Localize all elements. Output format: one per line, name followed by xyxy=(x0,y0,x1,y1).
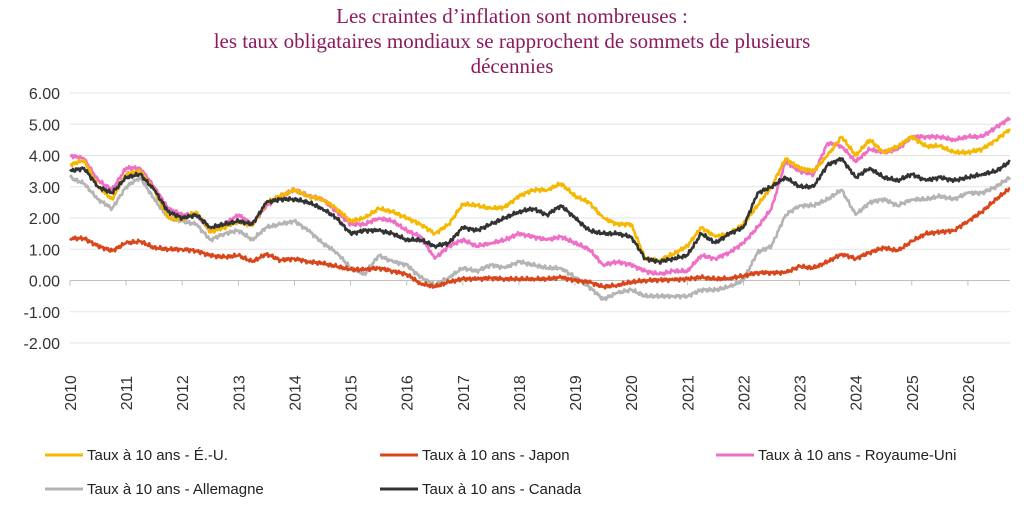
x-tick-label: 2018 xyxy=(512,375,529,411)
x-tick-label: 2016 xyxy=(400,375,417,411)
x-tick-label: 2012 xyxy=(175,375,192,411)
chart-title-line-3: décennies xyxy=(470,54,554,78)
y-tick-label: 0.00 xyxy=(29,274,60,291)
x-tick-label: 2020 xyxy=(624,375,641,411)
y-tick-label: 6.00 xyxy=(29,86,60,103)
x-tick-label: 2021 xyxy=(680,375,697,411)
y-tick-label: 1.00 xyxy=(29,242,60,259)
x-tick-label: 2025 xyxy=(905,375,922,411)
legend-label-4: Taux à 10 ans - Canada xyxy=(422,481,582,498)
x-axis-tick-labels: 2010 2011 2012 2013 2014 2015 2016 2017 2018 2019… xyxy=(63,280,978,411)
series-line-3 xyxy=(68,174,1012,302)
x-tick-label: 2022 xyxy=(736,375,753,411)
y-axis-tick-labels: 6.00 5.00 4.00 3.00 2.00 1.00 0.00 -1.00 -2.00 xyxy=(24,86,61,353)
x-tick-label: 2010 xyxy=(63,375,80,411)
x-tick-label: 2026 xyxy=(961,375,978,411)
chart-title-line-1: Les craintes d’inflation sont nombreuses… xyxy=(336,4,688,28)
series-lines xyxy=(68,116,1012,302)
y-tick-label: 3.00 xyxy=(29,180,60,197)
x-tick-label: 2014 xyxy=(287,375,304,411)
x-tick-label: 2015 xyxy=(344,375,361,411)
legend: Taux à 10 ans - É.-U. Taux à 10 ans - Jap… xyxy=(45,447,956,498)
x-tick-label: 2011 xyxy=(119,376,136,411)
x-tick-label: 2013 xyxy=(231,375,248,411)
legend-label-3: Taux à 10 ans - Allemagne xyxy=(87,481,264,498)
x-tick-label: 2019 xyxy=(568,375,585,411)
y-tick-label: -2.00 xyxy=(24,336,61,353)
y-tick-label: 2.00 xyxy=(29,211,60,228)
chart-title-line-2: les taux obligataires mondiaux se rappro… xyxy=(213,29,811,53)
chart-title: Les craintes d’inflation sont nombreuses… xyxy=(0,4,1024,79)
x-tick-label: 2023 xyxy=(793,375,810,411)
y-tick-label: 5.00 xyxy=(29,117,60,134)
y-tick-label: 4.00 xyxy=(29,149,60,166)
legend-label-0: Taux à 10 ans - É.-U. xyxy=(87,447,228,464)
series-line-1 xyxy=(69,187,1011,290)
legend-label-1: Taux à 10 ans - Japon xyxy=(422,447,570,464)
x-tick-label: 2017 xyxy=(456,375,473,411)
gridlines xyxy=(70,92,1010,344)
y-tick-label: -1.00 xyxy=(24,305,61,322)
series-line-0 xyxy=(69,128,1011,263)
series-line-4 xyxy=(69,156,1011,265)
legend-label-2: Taux à 10 ans - Royaume-Uni xyxy=(758,447,956,464)
x-tick-label: 2024 xyxy=(849,375,866,411)
